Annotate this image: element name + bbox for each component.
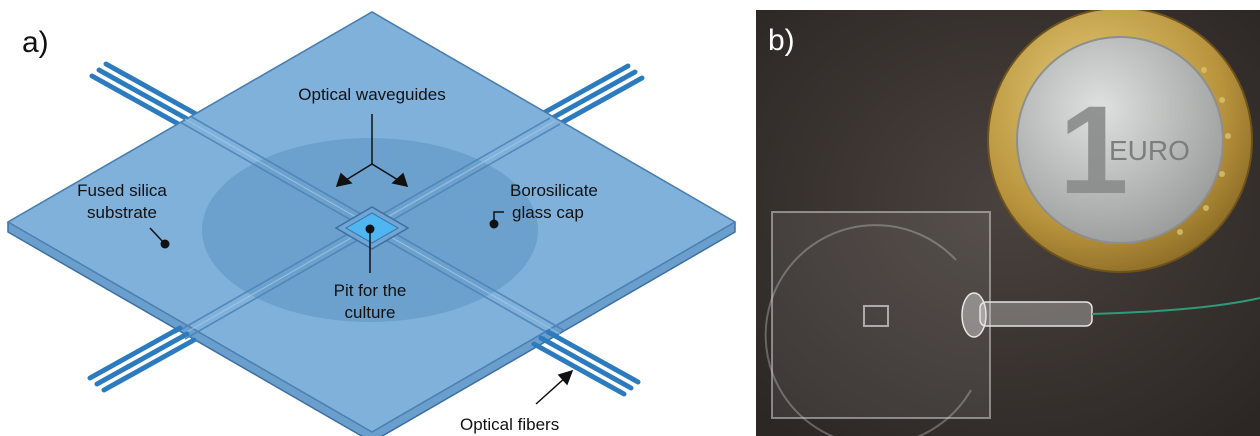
euro-coin: 1 EURO xyxy=(987,10,1253,273)
fused-silica-pointer-dot xyxy=(160,239,170,249)
label-fused-silica-2: substrate xyxy=(87,203,157,222)
coin-numeral: 1 xyxy=(1059,81,1129,220)
panel-b-letter: b) xyxy=(768,24,795,57)
waveguide-arrows xyxy=(335,114,409,188)
optical-fibers-top-right xyxy=(535,63,645,131)
optical-fibers-bottom-right xyxy=(531,329,641,397)
label-pit-1: Pit for the xyxy=(334,281,407,300)
panel-a-letter: a) xyxy=(22,26,49,59)
glass-cap-outline xyxy=(764,224,972,436)
label-borosilicate-1: Borosilicate xyxy=(510,181,598,200)
optical-fibers-top-left xyxy=(89,61,199,129)
coin-text: EURO xyxy=(1109,135,1190,166)
label-pit-2: culture xyxy=(344,303,395,322)
fiber-arrow xyxy=(535,369,574,405)
optical-fiber-cable xyxy=(1091,297,1260,315)
label-borosilicate-2: glass cap xyxy=(512,203,584,222)
borosilicate-pointer-dot xyxy=(489,219,499,229)
culture-pit xyxy=(863,305,889,327)
optical-fibers-bottom-left xyxy=(87,325,197,393)
glass-chip xyxy=(771,211,991,419)
label-optical-waveguides: Optical waveguides xyxy=(298,85,445,104)
label-fused-silica-1: Fused silica xyxy=(77,181,167,200)
fiber-connector xyxy=(961,292,1093,338)
panel-a-schematic: a) xyxy=(6,11,737,436)
panel-b-photograph: b) 1 EURO xyxy=(756,10,1260,436)
label-optical-fibers: Optical fibers xyxy=(460,415,559,434)
